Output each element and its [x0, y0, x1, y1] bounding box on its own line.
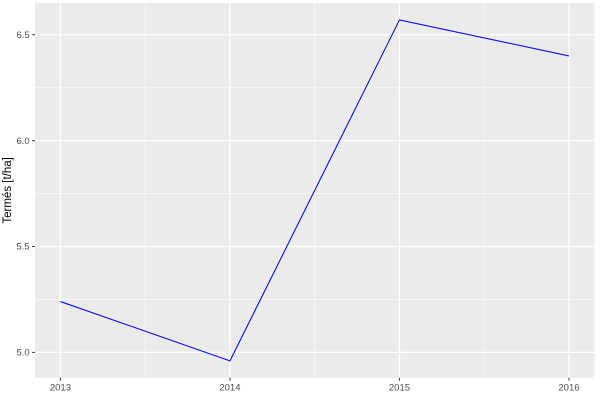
x-tick-label: 2016 [558, 383, 579, 394]
data-line [60, 19, 570, 362]
x-tick-label: 2014 [219, 383, 240, 394]
y-tick-label: 6.5 [16, 30, 29, 41]
x-tick-label: 2013 [50, 383, 71, 394]
y-tick-label: 5.0 [16, 348, 29, 359]
x-tick-label: 2015 [389, 383, 410, 394]
y-tick-label: 5.5 [16, 242, 29, 253]
y-axis-title: Termés [t/ha] [2, 157, 14, 223]
y-tick-label: 6.0 [16, 136, 29, 147]
